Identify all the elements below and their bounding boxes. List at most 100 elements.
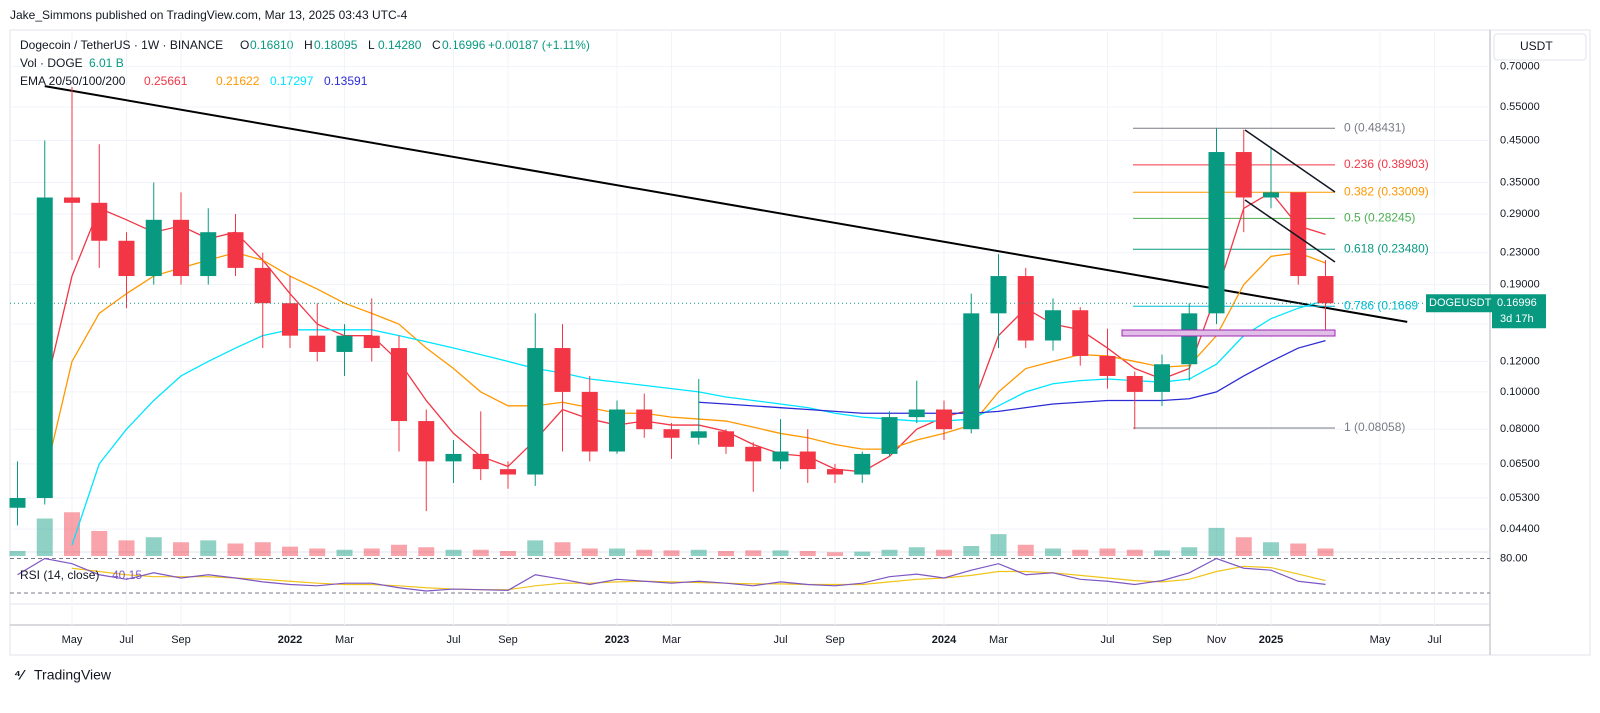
ohlc-key: O (240, 38, 249, 52)
volume-bar (1017, 544, 1034, 556)
candle-body (500, 469, 516, 475)
candle-body (1208, 152, 1225, 314)
candle-body (1235, 152, 1252, 198)
volume-bar (745, 550, 762, 556)
volume-bar (1317, 548, 1334, 556)
brand-mark: ⁴⁄ (14, 667, 26, 683)
candle-body (36, 197, 53, 499)
candle-body (663, 429, 680, 438)
candle-body (718, 431, 734, 447)
candle-body (554, 348, 571, 392)
x-tick-label: 2025 (1259, 634, 1283, 646)
volume-bar (827, 552, 843, 556)
ohlc-value: 0.18095 (314, 38, 358, 52)
x-tick-label: 2022 (278, 634, 302, 646)
volume-bar (527, 540, 544, 556)
ohlc-value: 0.16810 (250, 38, 294, 52)
x-tick-label: Mar (662, 634, 681, 646)
y-tick-label: 0.12000 (1500, 355, 1540, 367)
fib-label: 0.618 (0.23480) (1344, 241, 1429, 255)
candle-body (772, 451, 789, 462)
x-tick-label: Jul (119, 634, 133, 646)
candle-body (91, 202, 108, 241)
volume-bar (799, 551, 816, 556)
chart-frame (9, 29, 1591, 656)
x-tick-label: 2024 (932, 634, 957, 646)
candle-body (9, 498, 26, 508)
volume-bar (1099, 548, 1116, 556)
volume-bar (554, 542, 571, 556)
candle-body (1099, 355, 1116, 376)
volume-bar (254, 542, 271, 556)
candle-body (200, 232, 217, 277)
volume-bar (963, 546, 980, 556)
y-tick-label: 0.29000 (1500, 208, 1540, 220)
fib-label: 0.236 (0.38903) (1344, 157, 1429, 171)
volume-bar (990, 534, 1007, 556)
fib-label: 0 (0.48431) (1344, 120, 1405, 134)
volume-bar (1045, 548, 1061, 556)
candle-body (254, 267, 271, 304)
volume-bar (1290, 543, 1307, 556)
ohlc-key: L (368, 38, 375, 52)
brand: TradingView (34, 667, 112, 683)
trendline (44, 85, 1408, 323)
y-tick-label: 0.23000 (1500, 247, 1540, 259)
candle-body (1072, 310, 1089, 356)
candle-body (472, 453, 489, 470)
volume-bar (1126, 549, 1143, 556)
volume-bar (363, 548, 380, 556)
fib-label: 0.786 (0.1669 (1344, 298, 1418, 312)
x-tick-label: Jul (446, 634, 460, 646)
volume-bar (118, 540, 135, 556)
volume-bar (391, 544, 407, 556)
price-symbol: DOGEUSDT (1429, 297, 1492, 309)
fib-label: 0.382 (0.33009) (1344, 184, 1429, 198)
volume-bar (1154, 550, 1170, 556)
candle-body (827, 469, 843, 475)
volume-bar (36, 518, 53, 556)
y-tick-label: 0.35000 (1500, 176, 1540, 188)
channel-line (1244, 129, 1336, 193)
volume-bar (309, 548, 326, 556)
volume-bar (581, 548, 598, 556)
x-tick-label: Sep (498, 634, 518, 646)
change: +0.00187 (+1.11%) (488, 38, 590, 52)
channel-line (1244, 199, 1336, 263)
candle-body (118, 240, 135, 277)
axes: 0.70000 0.55000 0.45000 0.35000 0.29000 0.230… (62, 61, 1540, 646)
volume-bar (200, 540, 217, 556)
y-tick-label: 0.04400 (1500, 523, 1540, 535)
x-tick-label: Jul (1427, 634, 1441, 646)
candle-body (363, 335, 380, 349)
candle-body (145, 219, 162, 277)
rsi-ma-line (71, 565, 1326, 591)
candle-body (227, 232, 244, 268)
volume-bar (91, 531, 108, 556)
x-tick-label: 2023 (605, 634, 629, 646)
ema-value: 0.25661 (144, 74, 188, 88)
volume-bar (9, 551, 26, 556)
candle-body (854, 453, 871, 475)
candle-body (1263, 192, 1279, 198)
volume-bar (1072, 549, 1089, 556)
volume-bar (663, 550, 680, 556)
y-tick-label: 0.08000 (1500, 423, 1540, 435)
volume-bar (854, 551, 871, 556)
fib-label: 0.5 (0.28245) (1344, 211, 1415, 225)
volume-bar (227, 543, 244, 556)
candle-body (1126, 375, 1143, 392)
volume-bar (336, 549, 353, 556)
ema-value: 0.17297 (270, 74, 314, 88)
x-tick-label: Sep (825, 634, 845, 646)
y-tick-label: 0.70000 (1500, 61, 1540, 73)
ohlc-key: H (304, 38, 313, 52)
volume-bar (1263, 542, 1279, 556)
volume-bar (1235, 537, 1252, 556)
symbol: Dogecoin / TetherUS · 1W · BINANCE (20, 38, 223, 52)
ema-value: 0.13591 (324, 74, 368, 88)
candle-body (581, 391, 598, 452)
candle-body (908, 409, 925, 418)
candle-body (745, 446, 762, 462)
